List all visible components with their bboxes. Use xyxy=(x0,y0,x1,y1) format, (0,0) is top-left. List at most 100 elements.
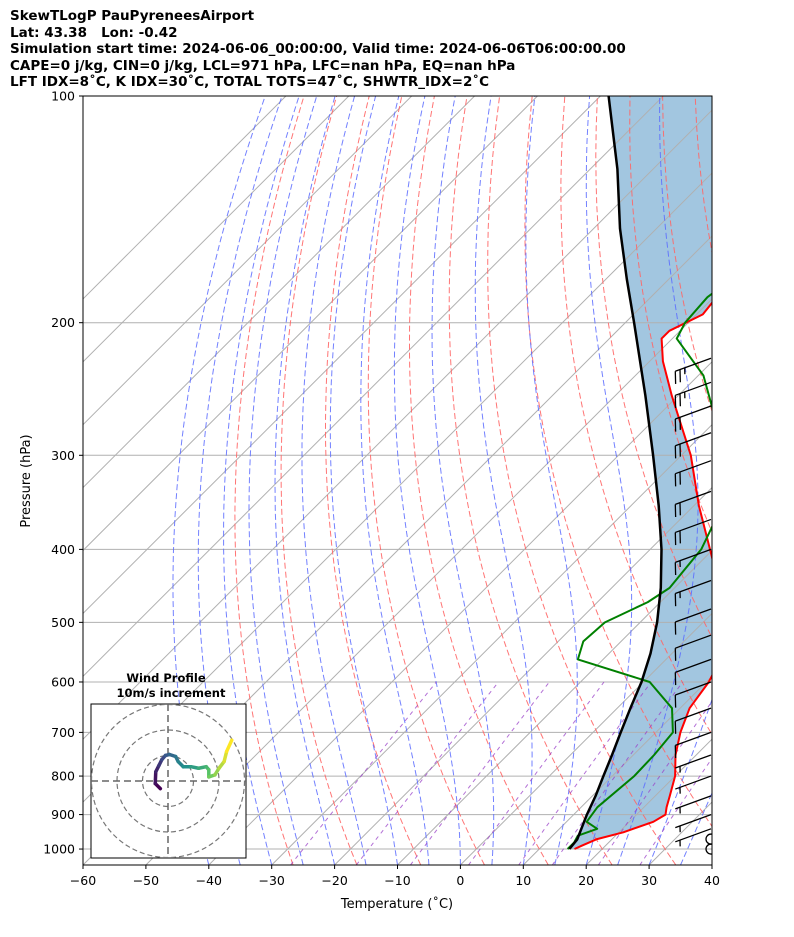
hodograph-trace xyxy=(153,738,234,791)
isotherm-line xyxy=(397,549,712,865)
isotherm-line xyxy=(83,96,287,300)
wind-barb-shaft xyxy=(675,432,712,447)
mixing-ratio-line xyxy=(518,681,652,865)
y-tick-label: 400 xyxy=(51,542,75,557)
y-tick-label: 200 xyxy=(51,315,75,330)
x-tick-label: 0 xyxy=(456,873,464,888)
calm-wind-circle xyxy=(705,833,712,845)
wind-barb-shaft xyxy=(675,828,712,843)
isotherm-line xyxy=(334,486,712,865)
chart-title: SkewTLogP PauPyreneesAirport xyxy=(10,8,255,24)
isotherm-line xyxy=(83,96,538,552)
hodograph-segment xyxy=(222,749,229,764)
wind-barb-shaft xyxy=(675,608,712,623)
x-tick-label: −50 xyxy=(133,873,159,888)
mixing-ratio-line xyxy=(290,681,437,865)
wind-barb-shaft xyxy=(675,658,712,674)
dry-adiabat xyxy=(629,96,712,534)
dry-adiabat xyxy=(234,96,305,865)
mixing-ratio-line xyxy=(468,681,605,865)
moist-adiabat xyxy=(680,791,712,865)
y-tick-label: 300 xyxy=(51,448,75,463)
moist-adiabat xyxy=(431,96,495,865)
mixing-ratio-line xyxy=(409,681,550,865)
temperature-line xyxy=(574,301,712,850)
x-tick-label: 10 xyxy=(515,873,531,888)
moist-adiabat xyxy=(711,863,712,865)
wind-barb-shaft xyxy=(675,681,712,696)
hodograph-segment xyxy=(153,770,158,786)
wind-barb-shaft xyxy=(675,490,712,505)
moist-adiabat xyxy=(525,96,578,865)
moist-adiabat xyxy=(474,96,533,865)
x-tick-label: 40 xyxy=(704,873,720,888)
dry-adiabat xyxy=(487,96,677,865)
moist-adiabat xyxy=(393,96,461,865)
y-tick-label: 800 xyxy=(51,769,75,784)
hodograph-subtitle: 10m/s increment xyxy=(117,686,226,700)
moist-adiabat xyxy=(329,96,398,865)
isotherm-line xyxy=(83,109,712,740)
dry-adiabat xyxy=(280,96,358,865)
moist-adiabat xyxy=(585,96,633,865)
dry-adiabat xyxy=(409,96,549,865)
dry-adiabat xyxy=(367,96,485,865)
wind-barb-shaft xyxy=(675,813,712,829)
wind-barb-shaft xyxy=(675,405,712,420)
x-tick-label: −40 xyxy=(196,873,222,888)
wind-barb-shaft xyxy=(675,579,712,595)
wind-barb-shaft xyxy=(675,460,712,475)
cape-cin-fill xyxy=(569,96,712,849)
wind-barb-shaft xyxy=(675,795,712,810)
y-axis-ticks: 100 200 300 400 500 600 700 800 900 1000 xyxy=(43,89,83,857)
dry-adiabat xyxy=(728,96,794,865)
wind-barb-shaft xyxy=(675,707,712,722)
x-tick-label: −60 xyxy=(70,873,96,888)
isotherm-line xyxy=(83,96,664,678)
wind-barb-shaft xyxy=(675,548,712,563)
cin-area xyxy=(569,96,712,849)
isotherm-line xyxy=(460,612,712,865)
isotherm-line xyxy=(83,96,413,426)
dry-adiabats xyxy=(234,96,794,865)
hodograph-ring xyxy=(91,704,246,858)
isotherm-line xyxy=(83,96,350,363)
wind-barb-shaft xyxy=(675,634,712,649)
moist-adiabat xyxy=(301,96,367,865)
wind-barb-shaft xyxy=(675,775,712,790)
parcel-line xyxy=(568,96,663,850)
moist-adiabat xyxy=(223,96,300,865)
x-tick-label: 30 xyxy=(641,873,657,888)
x-tick-label: −30 xyxy=(259,873,285,888)
wind-profile-hodograph: Wind Profile 10m/s increment xyxy=(90,671,247,859)
time-line: Simulation start time: 2024-06-06_00:00:… xyxy=(10,41,626,57)
y-axis-label: Pressure (hPa) xyxy=(19,434,34,527)
moist-adiabat xyxy=(648,698,712,865)
moist-adiabat xyxy=(617,96,699,865)
x-axis-ticks: −60 −50 −40 −30 −20 −10 0 10 20 30 40 xyxy=(70,865,720,888)
wind-barb-shaft xyxy=(675,731,712,747)
mixing-ratio-line xyxy=(355,681,499,865)
wind-barb-shaft xyxy=(675,754,712,769)
dry-adiabat xyxy=(595,96,712,639)
moist-adiabats xyxy=(172,96,794,865)
moist-adiabat xyxy=(248,96,318,865)
x-axis-label: Temperature (˚C) xyxy=(340,896,453,912)
isotherm-line xyxy=(775,96,794,865)
mixing-ratio-line xyxy=(551,681,684,865)
moist-adiabat xyxy=(744,96,794,865)
dry-adiabat xyxy=(560,96,712,736)
location-line: Lat: 43.38 Lon: -0.42 xyxy=(10,24,178,41)
isotherm-line xyxy=(711,864,712,865)
moist-adiabat xyxy=(274,96,336,865)
isotherm-line xyxy=(145,298,712,865)
dry-adiabat xyxy=(448,96,613,865)
wind-barb-shaft xyxy=(675,518,712,534)
moist-adiabat xyxy=(360,96,430,865)
indices-line-2: LFT IDX=8˚C, K IDX=30˚C, TOTAL TOTS=47˚C… xyxy=(10,74,490,90)
mixing-ratio-lines xyxy=(290,681,712,865)
dry-adiabat xyxy=(760,96,794,865)
wind-barb-shaft xyxy=(675,381,712,396)
x-tick-label: −10 xyxy=(384,873,410,888)
